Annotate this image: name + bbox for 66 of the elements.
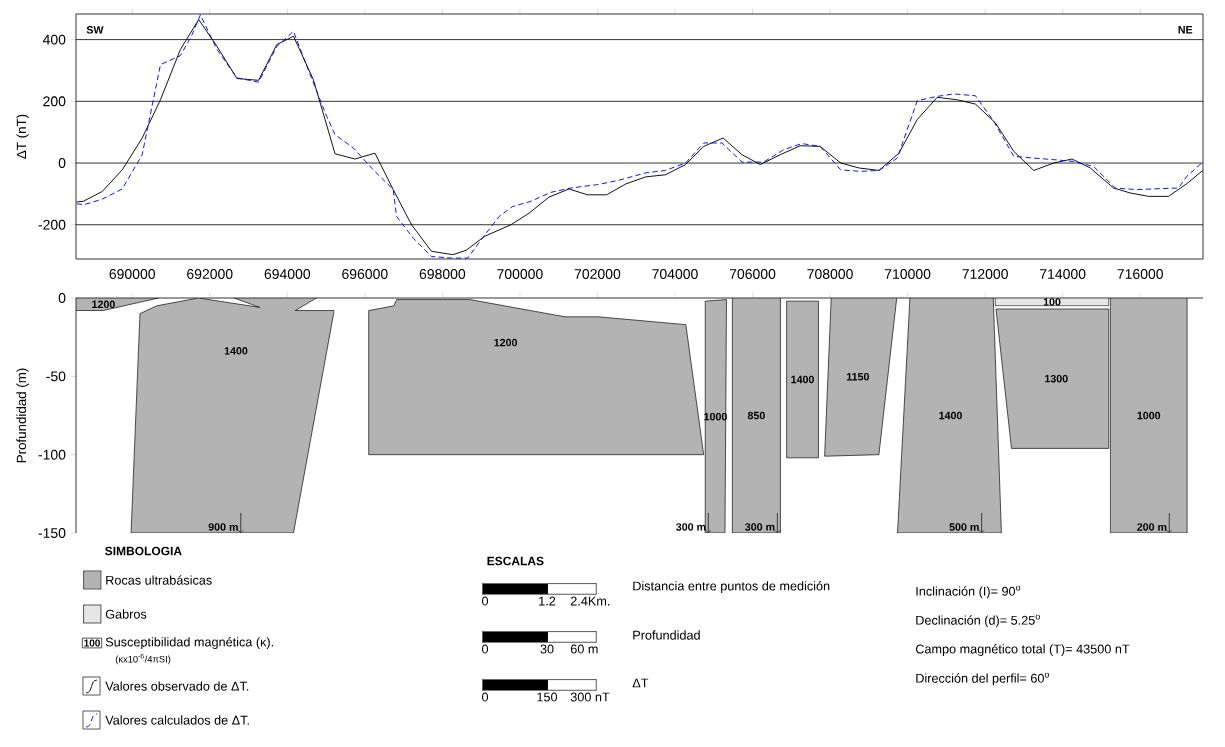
x-tick-label: 700000: [497, 269, 543, 279]
text: ΔT: [632, 678, 649, 688]
text: 2.4Km.: [570, 596, 610, 606]
legend-label: Valores observado de ΔT.: [105, 681, 249, 691]
text: 0: [481, 644, 489, 654]
x-tick-label: 712000: [962, 269, 1008, 279]
x-tick-label: 708000: [807, 269, 853, 279]
text: Dirección del perfil= 60$^{o}$: [916, 672, 1050, 686]
y-tick-label: -200: [38, 219, 66, 230]
x-tick-label: 690000: [109, 269, 156, 279]
series-label: 1200: [92, 300, 115, 309]
y-tick-label: -50: [46, 371, 66, 382]
x-tick-label: 698000: [419, 269, 466, 279]
text: 0: [481, 692, 489, 702]
annotation: SW: [86, 26, 104, 34]
series-label: 1000: [704, 412, 727, 421]
x-tick-label: 706000: [729, 269, 776, 279]
series-label: 100: [1043, 298, 1061, 306]
x-tick-label: 694000: [264, 269, 311, 279]
x-tick-label: 702000: [574, 269, 621, 279]
y-tick-label: 0: [58, 158, 66, 168]
text: Profundidad: [633, 630, 700, 640]
series-label: 1150: [846, 372, 870, 381]
x-tick-label: 704000: [652, 269, 698, 279]
text: Campo magnético total (T)= 43500 nT: [915, 644, 1130, 656]
series-label: 1400: [791, 375, 814, 384]
series-label: 1400: [224, 347, 248, 355]
text: Inclinación (I)= 90$^{o}$: [916, 585, 1021, 599]
text: ESCALAS: [487, 556, 544, 566]
text: 100: [84, 639, 100, 647]
annotation: 900 m: [208, 523, 238, 531]
annotation: NE: [1178, 26, 1193, 34]
x-tick-label: 692000: [187, 269, 233, 279]
series-label: 1000: [1137, 411, 1161, 420]
text: Declinación (d)= 5.25$^{o}$: [916, 614, 1040, 628]
y-axis-title: ΔT (nT): [16, 114, 29, 159]
text: 30: [540, 644, 554, 654]
series-label: 1400: [939, 411, 962, 420]
text: 0: [481, 596, 489, 606]
x-tick-label: 714000: [1040, 269, 1086, 279]
y-tick-label: 400: [42, 34, 66, 45]
text: 1.2: [539, 596, 556, 606]
legend-title: SIMBOLOGIA: [105, 546, 182, 556]
series-label: 1200: [494, 338, 518, 347]
y-tick-label: 200: [43, 96, 66, 107]
annotation: 300 m: [745, 523, 775, 531]
y-tick-label: -150: [38, 528, 66, 538]
text: 60 m: [570, 644, 598, 654]
y-tick-label: 0: [58, 293, 66, 303]
legend-label: Valores calculados de ΔT.: [105, 715, 249, 725]
series-label: 850: [747, 411, 765, 420]
annotation: 500 m: [949, 523, 979, 531]
text: 150: [537, 692, 558, 702]
x-tick-label: 696000: [342, 269, 388, 279]
text: 300 nT: [570, 692, 610, 702]
x-tick-label: 710000: [884, 269, 931, 279]
annotation: 200 m: [1137, 523, 1167, 531]
text: Rocas ultrabásicas: [106, 575, 212, 585]
y-axis-title: Profundidad (m): [16, 368, 29, 463]
series-label: 1300: [1045, 374, 1068, 383]
text: (κx10$^{-6}$/4πSI): [115, 653, 171, 665]
y-tick-label: -100: [38, 449, 66, 460]
text: Distancia entre puntos de medición: [633, 581, 830, 593]
x-tick-label: 716000: [1117, 269, 1163, 279]
text: Gabros: [105, 609, 147, 619]
text: Susceptibilidad magnética (κ).: [105, 637, 273, 649]
